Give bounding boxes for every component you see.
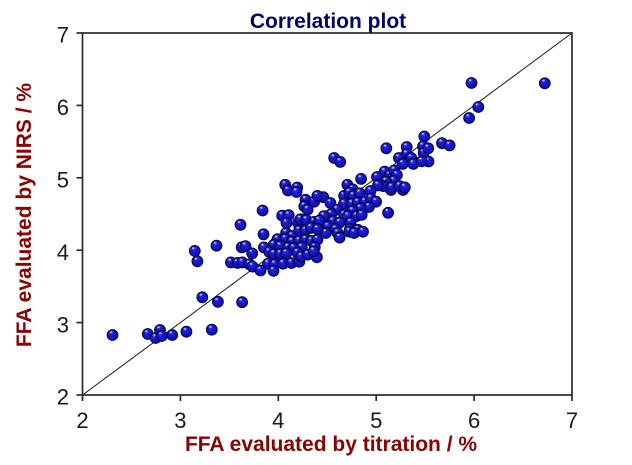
svg-text:2: 2 [76,408,88,433]
svg-text:3: 3 [57,312,69,337]
svg-text:7: 7 [57,23,69,48]
svg-text:FFA evaluated by titration / %: FFA evaluated by titration / % [185,433,477,456]
svg-text:Correlation plot: Correlation plot [250,10,406,33]
svg-text:FFA evaluated by NIRS / %: FFA evaluated by NIRS / % [13,83,36,347]
svg-text:4: 4 [272,408,284,433]
svg-text:5: 5 [57,168,69,193]
svg-text:7: 7 [566,408,578,433]
svg-text:6: 6 [468,408,480,433]
svg-text:2: 2 [57,385,69,410]
svg-text:5: 5 [370,408,382,433]
svg-text:6: 6 [57,95,69,120]
svg-text:4: 4 [57,240,69,265]
svg-text:3: 3 [174,408,186,433]
